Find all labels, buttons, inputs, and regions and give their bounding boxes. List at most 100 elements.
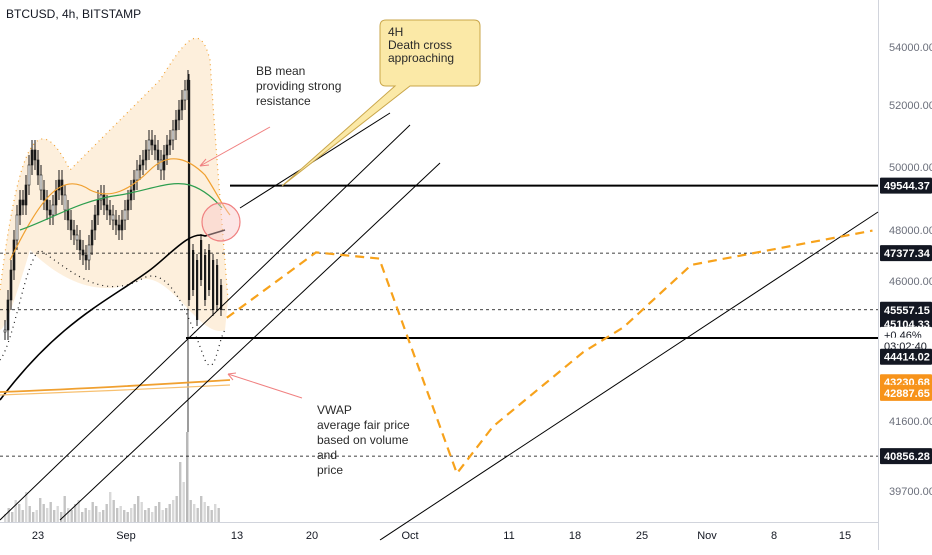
trend-line-long <box>379 211 879 541</box>
y-tick-label: 50000.00 <box>889 162 932 174</box>
volume-bar <box>207 506 210 522</box>
volume-bar <box>84 508 87 522</box>
volume-bar <box>126 512 129 522</box>
moving-average-orange <box>9 158 231 261</box>
volume-bar <box>189 500 192 522</box>
candle-body <box>84 254 88 261</box>
vwap-note-text: based on volume <box>317 433 409 447</box>
volume-bar <box>182 482 185 522</box>
vwap-note-text: price <box>317 463 343 477</box>
volume-bar <box>67 508 70 522</box>
candle-body <box>72 229 76 236</box>
volume-bar <box>105 504 108 522</box>
candle-body <box>63 194 67 211</box>
candle-body <box>60 179 64 196</box>
trend-line-mid <box>59 162 441 521</box>
candle-body <box>24 184 28 206</box>
volume-bar <box>175 496 178 522</box>
price-tag <box>880 384 932 401</box>
volume-bar <box>133 504 136 522</box>
volume-bar <box>56 506 59 522</box>
volume-bar <box>214 504 217 522</box>
volume-bar <box>95 506 98 522</box>
annotation-arrowhead-vwap <box>227 372 237 381</box>
candle-body <box>216 265 219 305</box>
candle-body <box>21 199 25 206</box>
price-tag <box>880 177 932 194</box>
candle-body <box>208 250 211 290</box>
volume-bar <box>18 504 21 522</box>
bollinger-band-fill <box>0 38 228 331</box>
callout-box <box>281 19 481 187</box>
candle-body <box>156 149 160 161</box>
chart-title: BTCUSD, 4h, BITSTAMP <box>6 7 142 21</box>
volume-bar <box>60 512 63 522</box>
volume-bar <box>217 508 220 522</box>
candle-body <box>54 189 58 206</box>
price-tag-label: 47377.34 <box>884 248 931 260</box>
volume-bar <box>28 506 31 522</box>
volume-bar <box>151 512 154 522</box>
volume-bar <box>119 506 122 522</box>
volume-bar <box>130 508 133 522</box>
candle-body <box>81 249 85 256</box>
y-tick-label: 46000.00 <box>889 276 932 288</box>
candle-body <box>39 174 43 191</box>
candle-body <box>93 214 97 231</box>
candle-body <box>27 164 31 186</box>
volume-bar <box>123 510 126 522</box>
volume-bar <box>109 492 112 522</box>
candle-body <box>212 260 215 310</box>
candle-body <box>111 214 115 221</box>
volume-bar <box>63 496 66 522</box>
price-tag-label: 40856.28 <box>884 451 930 463</box>
candle-body <box>87 244 91 261</box>
volume-bar <box>21 510 24 522</box>
candle-body <box>196 260 199 320</box>
candle-body <box>123 209 127 221</box>
candle-body <box>15 214 19 241</box>
price-tag-label: 45557.15 <box>884 305 930 317</box>
candle-body <box>192 250 195 290</box>
volume-bar <box>98 512 101 522</box>
vwap-note-text: and <box>317 448 337 462</box>
candle-body <box>162 154 166 171</box>
trend-line-steep <box>0 124 411 521</box>
vwap-note-text: VWAP <box>317 403 352 417</box>
candle-body <box>220 285 223 310</box>
price-axis-panel <box>878 0 932 550</box>
candle-body <box>129 189 133 201</box>
volume-bar <box>200 496 203 522</box>
candle-body <box>105 204 109 211</box>
annotation-arrow-vwap <box>227 373 303 399</box>
volume-bar <box>158 502 161 522</box>
volume-bar <box>210 510 213 522</box>
annotation-arrow-bb <box>199 126 271 167</box>
candle-body <box>102 194 106 206</box>
volume-bar <box>11 512 14 522</box>
candle-body <box>9 269 13 301</box>
candle-body <box>96 199 100 216</box>
candle-body <box>120 219 124 231</box>
volume-bar <box>4 514 7 522</box>
candle-body <box>108 209 112 216</box>
y-tick-label: 39700.00 <box>889 486 932 498</box>
x-tick-label: 25 <box>636 530 648 542</box>
death-cross-circle <box>201 202 241 242</box>
volume-bar <box>25 492 28 522</box>
volume-bar <box>46 508 49 522</box>
candle-body <box>153 144 157 151</box>
candle-body <box>36 159 40 176</box>
volume-bar <box>168 504 171 522</box>
candle-body <box>165 144 169 156</box>
candle-body <box>78 239 82 251</box>
bb-note-text: BB mean <box>256 64 305 78</box>
x-tick-label: 20 <box>306 530 318 542</box>
x-tick-label: 18 <box>569 530 581 542</box>
candle-body <box>18 199 22 216</box>
volume-bar <box>53 510 56 522</box>
bollinger-lower-dots <box>0 249 226 367</box>
volume-bar <box>74 504 77 522</box>
volume-bar <box>39 498 42 522</box>
